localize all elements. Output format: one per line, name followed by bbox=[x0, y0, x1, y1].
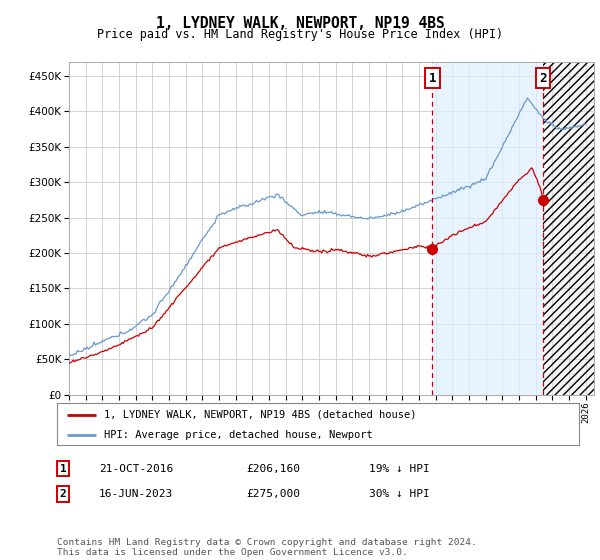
Text: Price paid vs. HM Land Registry's House Price Index (HPI): Price paid vs. HM Land Registry's House … bbox=[97, 28, 503, 41]
Bar bbox=[433, 62, 543, 395]
Text: £275,000: £275,000 bbox=[246, 489, 300, 499]
Text: 21-OCT-2016: 21-OCT-2016 bbox=[99, 464, 173, 474]
Text: HPI: Average price, detached house, Newport: HPI: Average price, detached house, Newp… bbox=[104, 430, 373, 440]
Text: 1, LYDNEY WALK, NEWPORT, NP19 4BS: 1, LYDNEY WALK, NEWPORT, NP19 4BS bbox=[155, 16, 445, 31]
Text: 19% ↓ HPI: 19% ↓ HPI bbox=[369, 464, 430, 474]
Text: 2: 2 bbox=[539, 72, 547, 85]
Text: 30% ↓ HPI: 30% ↓ HPI bbox=[369, 489, 430, 499]
Text: 1, LYDNEY WALK, NEWPORT, NP19 4BS (detached house): 1, LYDNEY WALK, NEWPORT, NP19 4BS (detac… bbox=[104, 409, 416, 419]
Text: 2: 2 bbox=[59, 489, 67, 499]
Text: £206,160: £206,160 bbox=[246, 464, 300, 474]
Text: 1: 1 bbox=[428, 72, 436, 85]
Bar bbox=[543, 62, 594, 395]
Text: 16-JUN-2023: 16-JUN-2023 bbox=[99, 489, 173, 499]
Text: Contains HM Land Registry data © Crown copyright and database right 2024.
This d: Contains HM Land Registry data © Crown c… bbox=[57, 538, 477, 557]
Text: 1: 1 bbox=[59, 464, 67, 474]
